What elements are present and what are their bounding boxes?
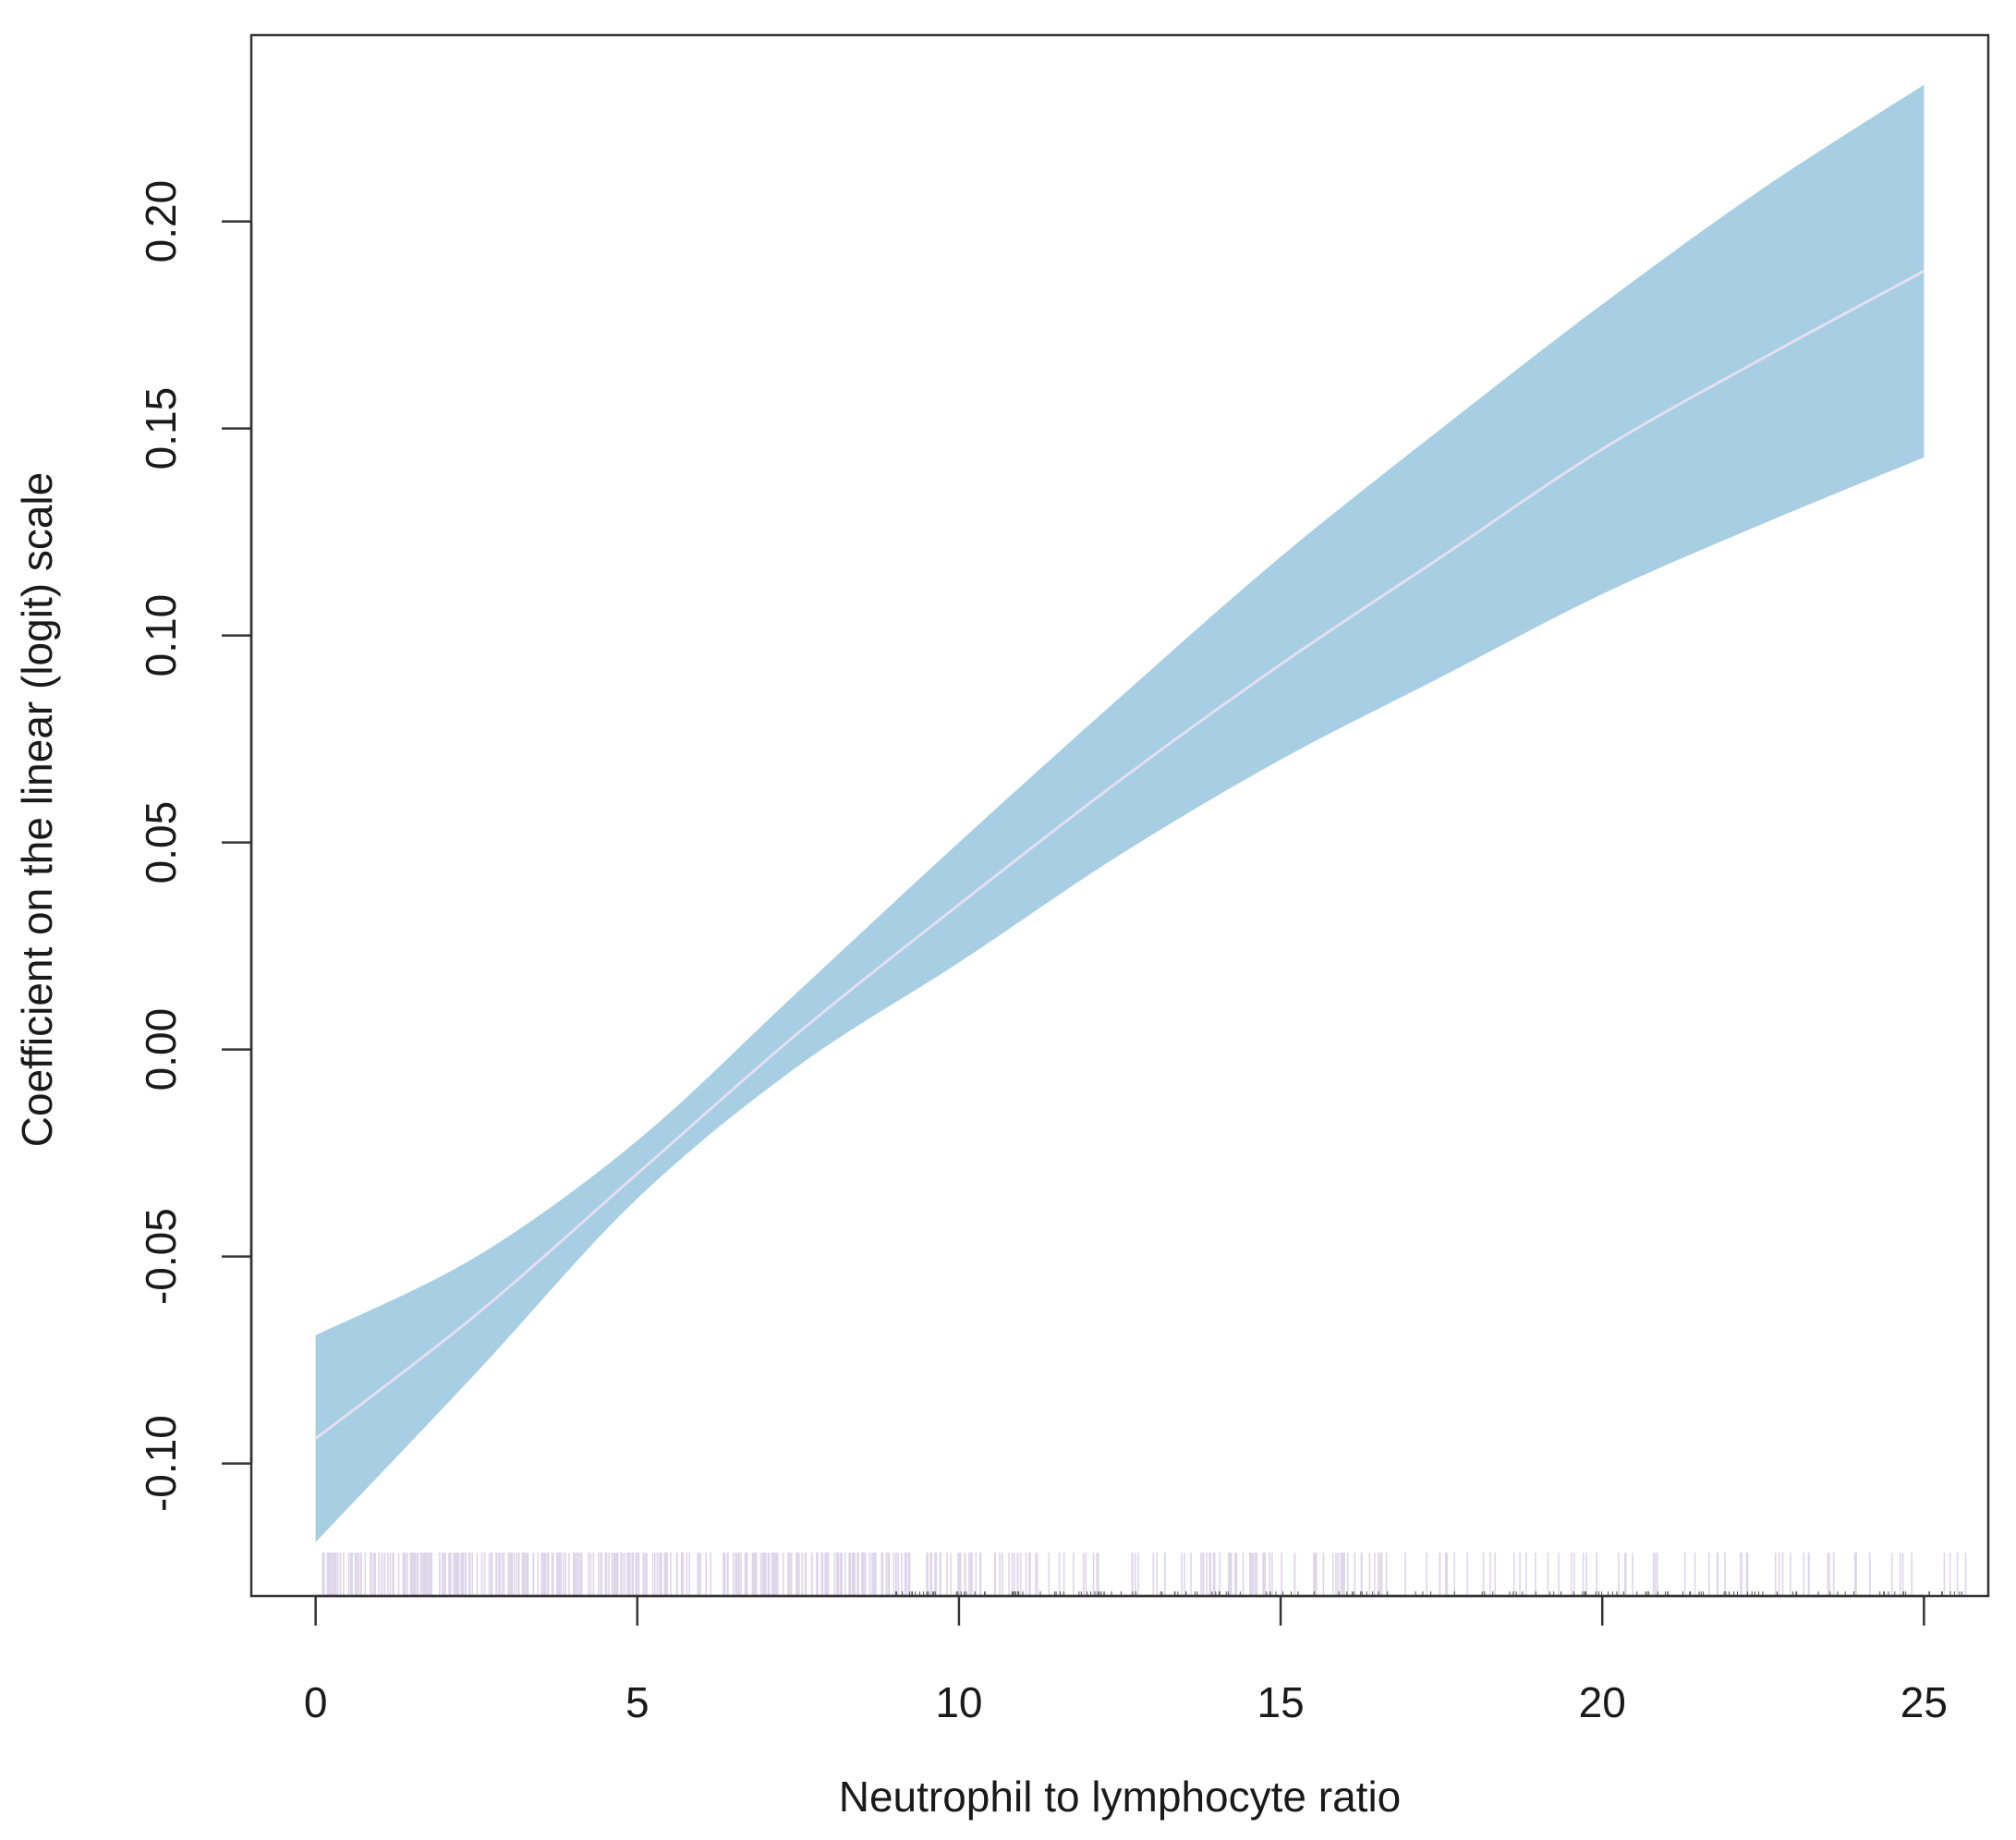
x-axis-title: Neutrophil to lymphocyte ratio	[839, 1773, 1402, 1821]
y-axis-title: Coefficient on the linear (logit) scale	[13, 472, 61, 1147]
y-tick-label: -0.10	[137, 1415, 185, 1512]
y-tick-label: -0.05	[137, 1208, 185, 1305]
y-tick-label: 0.20	[137, 180, 185, 263]
x-tick-label: 15	[1257, 1678, 1304, 1726]
rug-plot	[322, 1553, 1967, 1596]
estimate-line	[314, 270, 1925, 1440]
x-tick-label: 5	[625, 1678, 650, 1726]
confidence-band	[315, 84, 1925, 1542]
y-tick-label: 0.00	[137, 1008, 185, 1091]
y-tick-label: 0.10	[137, 594, 185, 677]
y-tick-label: 0.15	[137, 387, 185, 470]
x-axis: 0 5 10 15 20 25	[304, 1594, 1948, 1726]
confidence-band-layer	[315, 84, 1925, 1542]
x-tick-label: 10	[935, 1678, 982, 1726]
estimate-line-layer	[314, 270, 1925, 1440]
x-tick-label: 25	[1901, 1678, 1948, 1726]
y-tick-label: 0.05	[137, 801, 185, 884]
y-axis: -0.10 -0.05 0.00 0.05 0.10 0.15 0.20	[137, 180, 253, 1512]
x-tick-label: 20	[1579, 1678, 1626, 1726]
x-tick-label: 0	[304, 1678, 328, 1726]
